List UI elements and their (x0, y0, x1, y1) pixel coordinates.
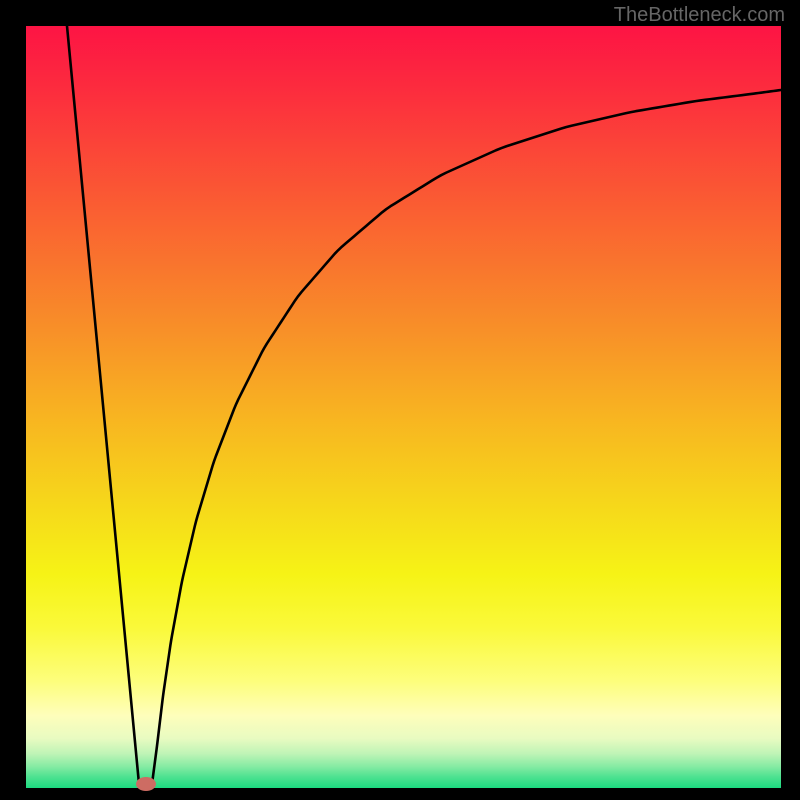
optimum-marker-dot (136, 777, 156, 791)
watermark-text: TheBottleneck.com (614, 4, 785, 27)
heatmap-gradient-background (26, 26, 781, 788)
chart-plot-area (26, 26, 781, 788)
